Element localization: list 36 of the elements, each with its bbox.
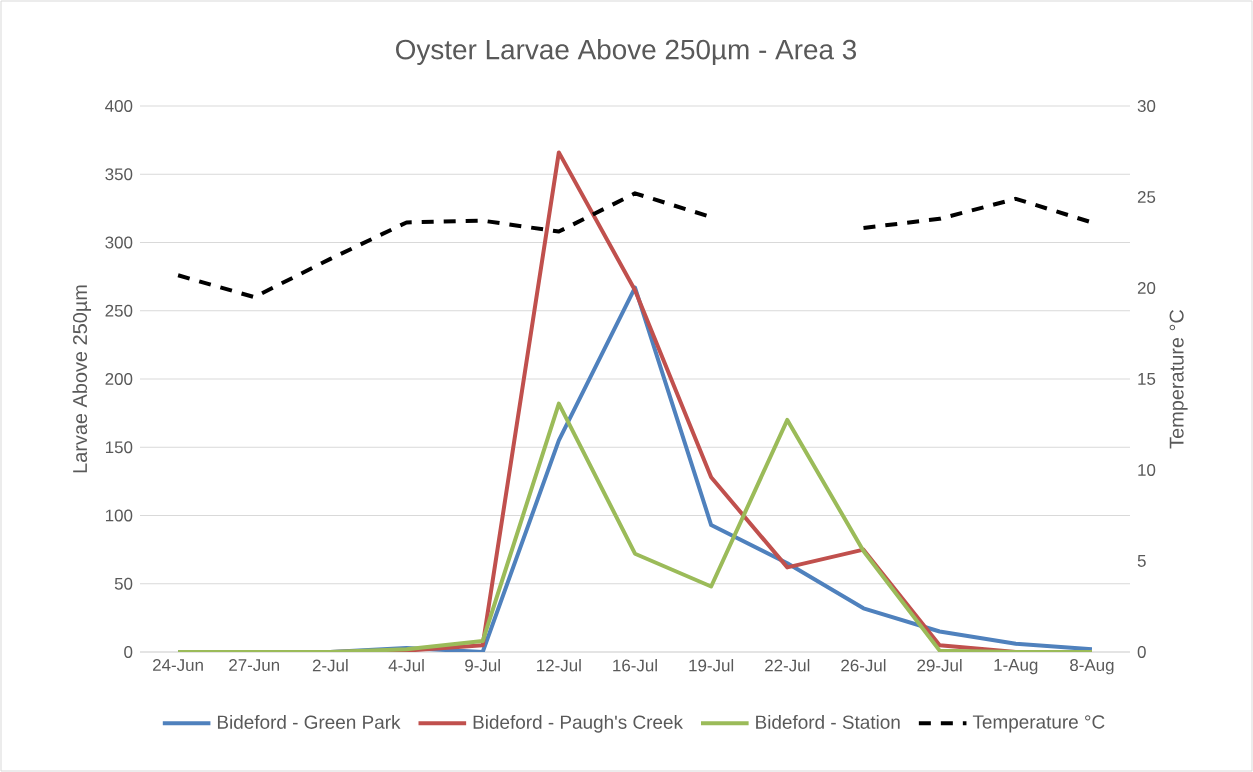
x-tick-label: 9-Jul — [465, 659, 500, 672]
x-tick-label: 24-Jun — [153, 659, 203, 672]
y-tick-label: 400 — [105, 100, 133, 112]
y-tick-label: 300 — [105, 236, 133, 249]
y-axis-title: Larvae Above 250µm — [72, 285, 92, 473]
x-tick-label: 2-Jul — [312, 659, 348, 672]
x-tick-label: 29-Jul — [917, 659, 962, 672]
y2-tick-label: 15 — [1138, 373, 1156, 385]
y-tick-label: 150 — [105, 441, 133, 454]
y2-tick-label: 5 — [1137, 555, 1146, 567]
y-tick-label: 250 — [105, 304, 133, 317]
y2-tick-label: 0 — [1137, 646, 1146, 658]
y2-tick-label: 10 — [1138, 464, 1156, 476]
y2-tick-label: 25 — [1137, 191, 1156, 203]
y-tick-label: 0 — [124, 646, 133, 658]
x-tick-label: 27-Jun — [229, 659, 280, 672]
y2-tick-label: 30 — [1137, 100, 1156, 112]
y-tick-label: 200 — [105, 373, 133, 385]
x-tick-label: 22-Jul — [765, 659, 810, 672]
legend-label: Bideford - Paugh's Creek — [473, 714, 683, 733]
x-tick-label: 12-Jul — [537, 659, 581, 672]
y-tick-label: 350 — [105, 168, 133, 181]
x-tick-label: 4-Jul — [388, 659, 424, 672]
x-tick-label: 8-Aug — [1070, 659, 1114, 675]
x-tick-label: 19-Jul — [689, 659, 734, 672]
y2-tick-label: 20 — [1137, 282, 1156, 294]
y2-axis-title: Temperature °C — [1169, 309, 1188, 449]
x-tick-label: 26-Jul — [841, 659, 886, 672]
y-tick-label: 100 — [105, 509, 133, 522]
chart-title: Oyster Larvae Above 250µm - Area 3 — [396, 38, 856, 65]
legend-label: Bideford - Station — [756, 714, 900, 729]
legend-label: Bideford - Green Park — [217, 714, 401, 729]
y-tick-label: 50 — [114, 577, 133, 590]
x-tick-label: 16-Jul — [613, 659, 657, 672]
legend-label: Temperature °C — [972, 715, 1105, 733]
x-tick-label: 1-Aug — [994, 659, 1038, 675]
